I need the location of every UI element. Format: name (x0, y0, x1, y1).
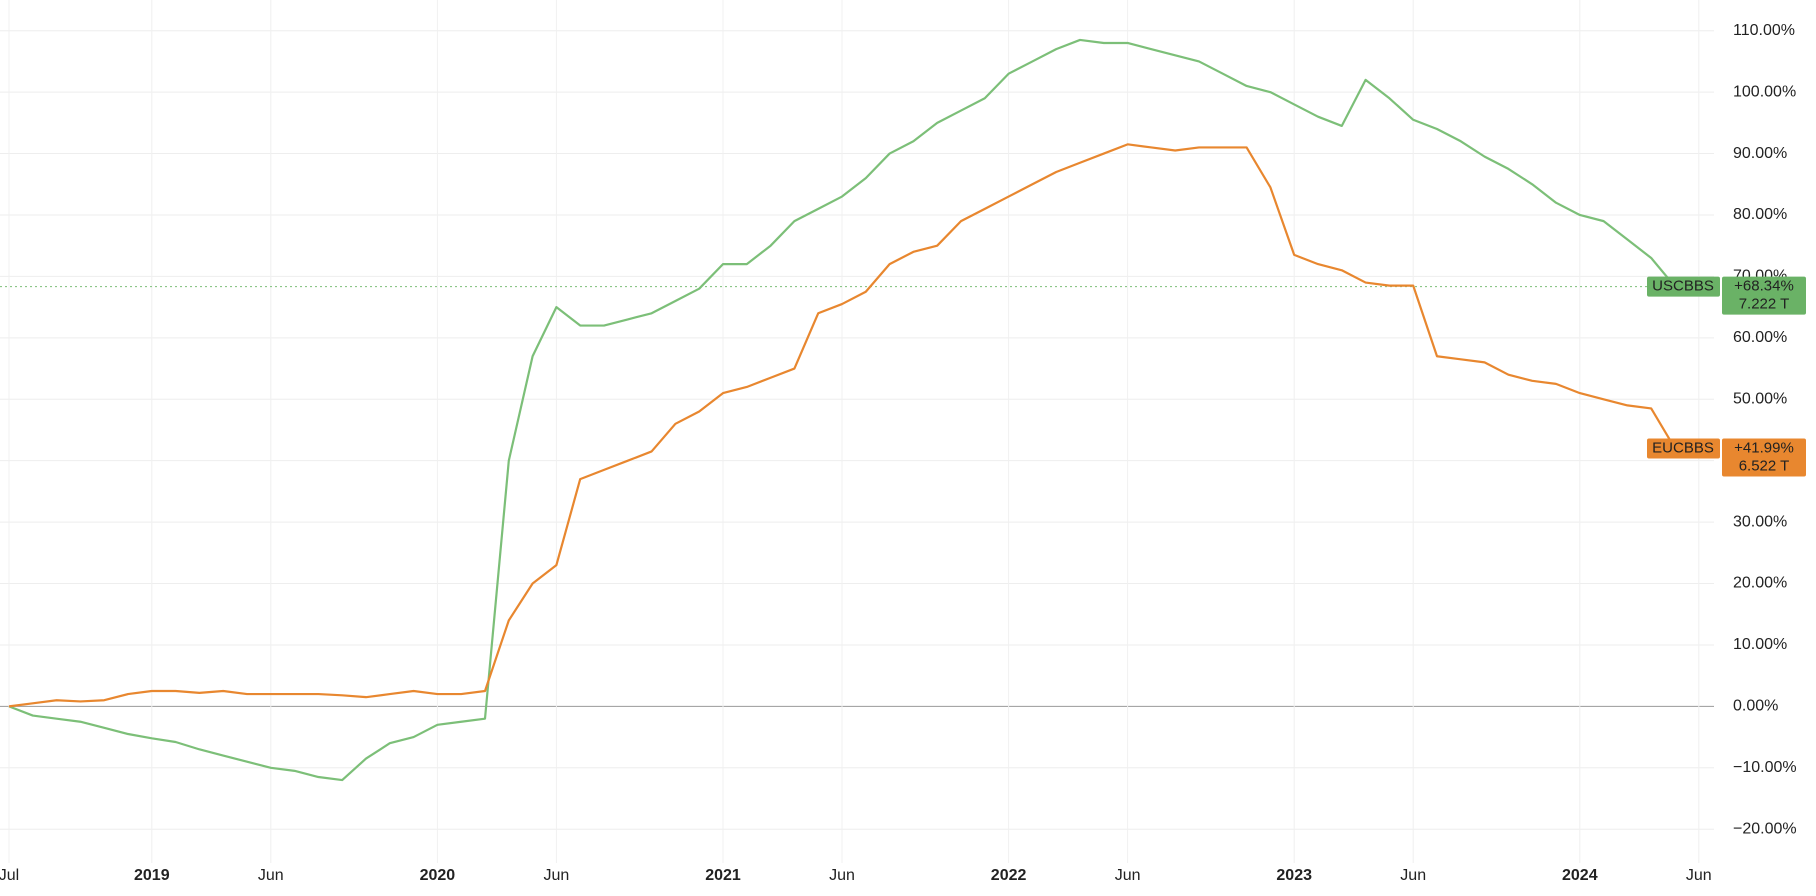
series-name: USCBBS (1652, 278, 1714, 295)
value-badge (1722, 438, 1806, 477)
y-tick-label: 0.00% (1733, 698, 1778, 715)
y-tick-label: 60.00% (1733, 329, 1787, 346)
x-tick-label: Jun (1115, 867, 1141, 884)
x-tick-label: 2022 (991, 867, 1027, 884)
end-label: 7.222 T (1739, 296, 1790, 313)
end-label: +41.99% (1734, 439, 1794, 456)
value-badge (1722, 276, 1806, 315)
y-tick-label: 80.00% (1733, 206, 1787, 223)
x-tick-label: 2024 (1562, 867, 1598, 884)
x-tick-label: 2023 (1276, 867, 1312, 884)
y-tick-label: 50.00% (1733, 390, 1787, 407)
y-tick-label: 100.00% (1733, 83, 1796, 100)
series-name: EUCBBS (1652, 439, 1714, 456)
series-line (8, 38, 1676, 782)
y-tick-label: 30.00% (1733, 513, 1787, 530)
end-label: 6.522 T (1739, 457, 1790, 474)
y-tick-label: 90.00% (1733, 145, 1787, 162)
x-tick-label: Jun (544, 867, 570, 884)
x-tick-label: Jun (258, 867, 284, 884)
x-tick-label: Jun (1686, 867, 1712, 884)
x-tick-label: 2019 (134, 867, 170, 884)
x-tick-label: 2020 (420, 867, 456, 884)
series-badge (1647, 438, 1720, 459)
y-tick-label: 110.00% (1733, 22, 1795, 39)
x-tick-label: 2021 (705, 867, 741, 884)
series-line (8, 143, 1676, 708)
end-label: +68.34% (1734, 278, 1794, 295)
y-tick-label: 10.00% (1733, 636, 1787, 653)
y-tick-label: 20.00% (1733, 575, 1787, 592)
x-tick-label: Jun (1400, 867, 1426, 884)
y-tick-label: −10.00% (1733, 759, 1797, 776)
x-tick-label: Jun (829, 867, 855, 884)
x-tick-label: Jul (0, 867, 19, 884)
y-tick-label: −20.00% (1733, 820, 1797, 837)
series-badge (1647, 276, 1720, 297)
